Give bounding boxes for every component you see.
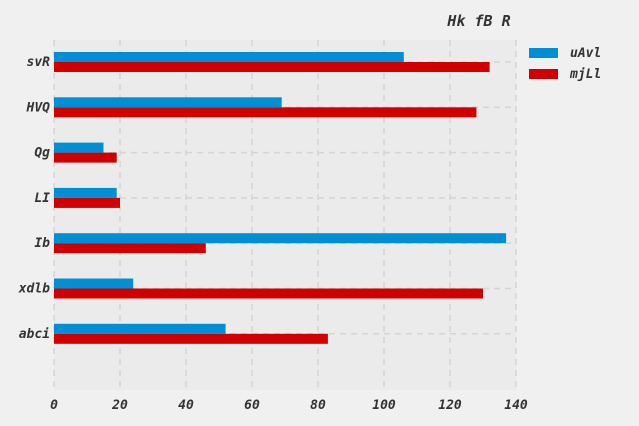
bar-mjLl-xdlb xyxy=(54,288,483,299)
legend-swatch-mjLl xyxy=(529,69,558,79)
x-tick-label: 20 xyxy=(111,398,128,413)
bar-uAvl-xdlb xyxy=(54,278,134,289)
legend-label-uAvl: uAvl xyxy=(570,46,601,61)
bar-mjLl-LI xyxy=(54,197,120,208)
x-tick-label: 120 xyxy=(438,398,462,413)
y-tick-label: abci xyxy=(19,327,50,342)
x-tick-label: 80 xyxy=(310,398,326,413)
y-tick-label: Qg xyxy=(34,146,50,161)
bars xyxy=(54,52,507,344)
legend-swatch-uAvl xyxy=(529,48,558,58)
y-tick-label: LI xyxy=(34,191,50,206)
bar-uAvl-LI xyxy=(54,187,117,198)
bar-uAvl-HVQ xyxy=(54,97,282,108)
x-tick-labels: 0 20 40 60 80 100 120 140 xyxy=(50,398,528,413)
y-tick-labels: svR HVQ Qg LI Ib xdlb abci xyxy=(18,55,50,342)
x-tick-label: 140 xyxy=(504,398,528,413)
bar-mjLl-Ib xyxy=(54,243,206,254)
bar-uAvl-Qg xyxy=(54,142,104,153)
bar-uAvl-abci xyxy=(54,323,226,334)
legend: uAvl mjLl xyxy=(529,46,601,82)
bar-uAvl-svR xyxy=(54,52,404,62)
x-tick-label: 40 xyxy=(178,398,194,413)
bar-mjLl-HVQ xyxy=(54,107,477,118)
x-tick-label: 0 xyxy=(50,398,58,413)
y-tick-label: Ib xyxy=(34,236,50,251)
bar-mjLl-svR xyxy=(54,62,490,72)
y-tick-label: svR xyxy=(27,55,51,70)
y-tick-label: xdlb xyxy=(18,282,50,297)
bar-mjLl-abci xyxy=(54,333,328,344)
x-tick-label: 100 xyxy=(372,398,396,413)
x-tick-label: 60 xyxy=(244,398,260,413)
bar-uAvl-Ib xyxy=(54,233,507,244)
bar-mjLl-Qg xyxy=(54,152,117,163)
y-tick-label: HVQ xyxy=(26,100,51,115)
legend-label-mjLl: mjLl xyxy=(569,67,601,82)
chart-title: Hk fB R xyxy=(446,12,510,30)
